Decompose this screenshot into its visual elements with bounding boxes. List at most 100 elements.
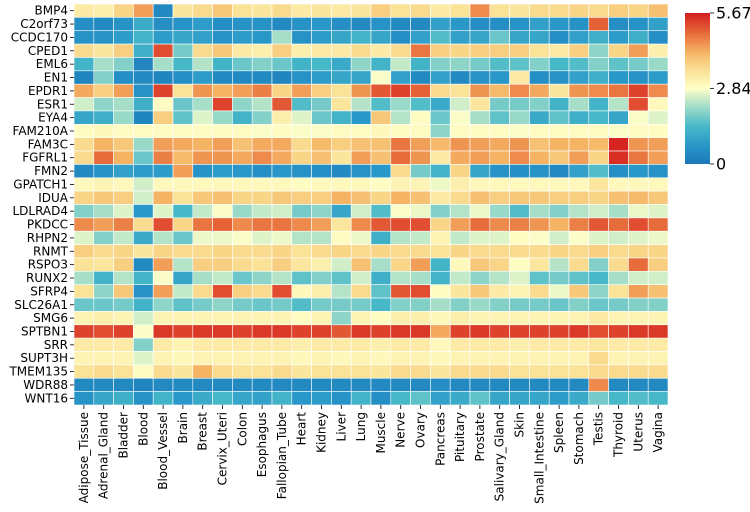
heatmap-cell xyxy=(608,164,629,179)
heatmap-cell xyxy=(489,351,510,366)
heatmap-cell xyxy=(469,110,491,125)
heatmap-cell xyxy=(628,217,649,232)
heatmap-cell xyxy=(152,110,174,125)
heatmap-cell xyxy=(73,257,95,272)
heatmap-cell xyxy=(113,271,134,285)
heatmap-cell xyxy=(133,244,154,259)
heatmap-cell xyxy=(73,391,95,406)
heatmap-cell xyxy=(232,164,253,179)
heatmap-cell xyxy=(133,124,154,138)
heatmap-cell xyxy=(212,17,233,32)
heatmap-cell xyxy=(370,271,392,285)
heatmap-cell xyxy=(133,17,154,32)
heatmap-cell xyxy=(548,337,570,352)
heatmap-cell xyxy=(133,204,154,219)
heatmap-cell xyxy=(73,3,95,18)
heatmap-cell xyxy=(113,150,134,165)
heatmap-cell xyxy=(568,164,590,179)
heatmap-cell xyxy=(489,43,510,58)
heatmap-cell xyxy=(489,257,510,272)
heatmap-cell xyxy=(172,150,194,165)
heatmap-cell xyxy=(251,324,273,339)
heatmap-cell xyxy=(469,97,491,112)
heatmap-cell xyxy=(489,297,510,312)
heatmap-cell xyxy=(232,30,253,45)
heatmap-cell xyxy=(410,337,431,352)
heatmap-cell xyxy=(489,110,510,125)
heatmap-cell xyxy=(430,257,451,272)
heatmap-cell xyxy=(628,351,649,366)
heatmap-cell xyxy=(251,257,273,272)
heatmap-cell xyxy=(232,3,253,18)
heatmap-cell xyxy=(509,377,530,392)
heatmap-cell xyxy=(73,271,95,285)
heatmap-cell xyxy=(192,364,213,379)
heatmap-cell xyxy=(212,324,233,339)
heatmap-cell xyxy=(152,337,174,352)
heatmap-cell xyxy=(449,311,471,326)
heatmap-cell xyxy=(133,284,154,299)
heatmap-cell xyxy=(350,204,372,219)
heatmap-cell xyxy=(608,17,629,32)
heatmap-cell xyxy=(133,297,154,312)
heatmap-cell xyxy=(232,97,253,112)
heatmap-cell xyxy=(291,164,312,179)
column-label: Liver xyxy=(334,412,348,442)
heatmap-cell xyxy=(291,364,312,379)
heatmap-cell xyxy=(172,230,194,245)
heatmap-cell xyxy=(331,137,352,152)
heatmap-cell xyxy=(647,30,669,45)
heatmap-cell xyxy=(430,244,451,259)
heatmap-cell xyxy=(430,17,451,32)
heatmap-cell xyxy=(73,311,95,326)
heatmap-cell xyxy=(271,230,293,245)
heatmap-cell xyxy=(608,150,629,165)
column-label: Stomach xyxy=(572,412,586,465)
heatmap-cell xyxy=(489,324,510,339)
heatmap-cell xyxy=(370,377,392,392)
heatmap-cell xyxy=(113,110,134,125)
heatmap-cell xyxy=(608,177,629,192)
heatmap-cell xyxy=(192,17,213,32)
heatmap-cell xyxy=(489,70,510,85)
heatmap-cell xyxy=(172,377,194,392)
heatmap-cell xyxy=(291,124,312,138)
heatmap-cell xyxy=(588,244,609,259)
heatmap-cell xyxy=(113,97,134,112)
row-label: EYA4 xyxy=(38,111,68,125)
heatmap-cell xyxy=(73,164,95,179)
heatmap-cell xyxy=(509,110,530,125)
heatmap-cell xyxy=(172,110,194,125)
heatmap-cell xyxy=(311,164,332,179)
heatmap-cell xyxy=(509,57,530,72)
heatmap-cell xyxy=(350,137,372,152)
heatmap-cell xyxy=(93,217,114,232)
heatmap-cell xyxy=(608,230,629,245)
column-label: Blood_Vessel xyxy=(156,412,170,490)
heatmap-cell xyxy=(113,124,134,138)
heatmap-cell xyxy=(469,364,491,379)
heatmap-cell xyxy=(113,364,134,379)
heatmap-cell xyxy=(588,110,609,125)
heatmap-cell xyxy=(331,364,352,379)
heatmap-cell xyxy=(529,377,550,392)
heatmap-cell xyxy=(291,204,312,219)
heatmap-cell xyxy=(390,150,411,165)
heatmap-cell xyxy=(113,70,134,85)
heatmap-cell xyxy=(192,97,213,112)
heatmap-cell xyxy=(608,137,629,152)
heatmap-cell xyxy=(608,244,629,259)
heatmap-cell xyxy=(331,83,352,98)
heatmap-cell xyxy=(271,244,293,259)
heatmap-cell xyxy=(568,297,590,312)
heatmap-cell xyxy=(172,30,194,45)
heatmap-cell xyxy=(509,83,530,98)
heatmap-cell xyxy=(113,3,134,18)
heatmap-cell xyxy=(73,204,95,219)
heatmap-cell xyxy=(350,177,372,192)
heatmap-cell xyxy=(469,311,491,326)
heatmap-cell xyxy=(390,391,411,406)
heatmap-cell xyxy=(568,337,590,352)
heatmap-cell xyxy=(608,57,629,72)
heatmap-cell xyxy=(449,97,471,112)
